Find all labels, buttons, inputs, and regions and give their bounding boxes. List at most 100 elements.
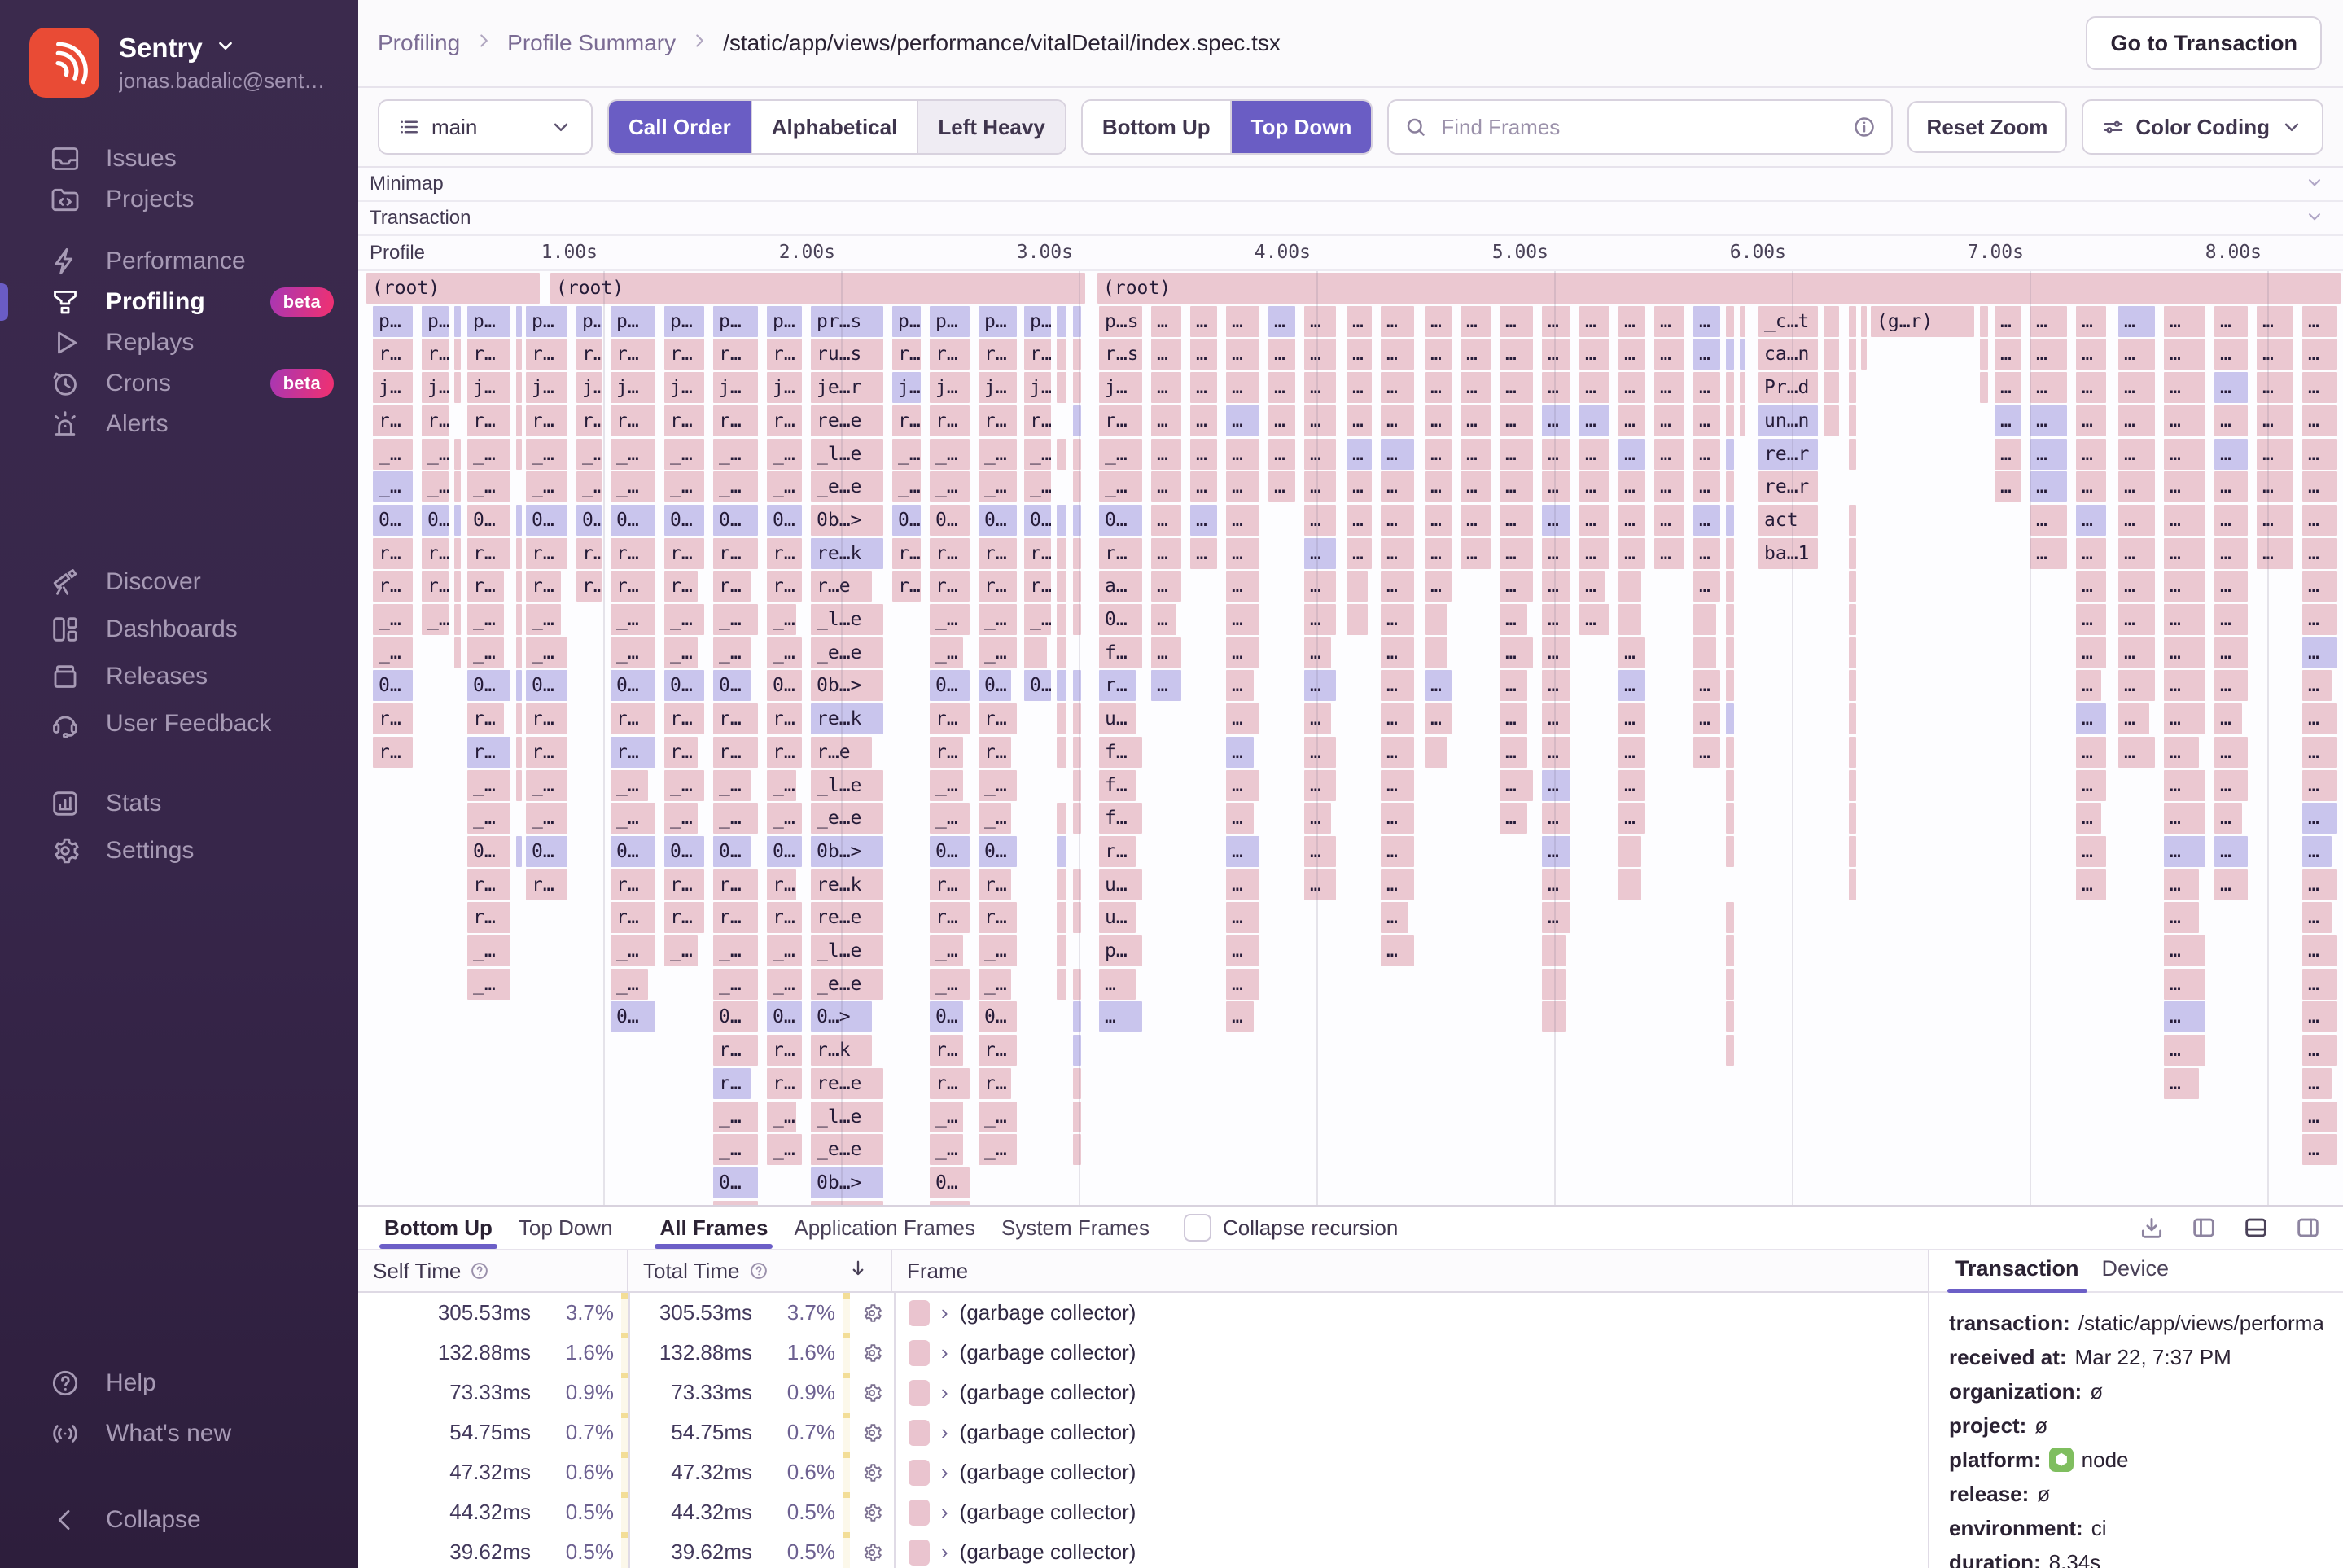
flame-frame[interactable]: r… (930, 1067, 970, 1099)
flame-frame[interactable]: r… (713, 1200, 758, 1205)
flame-frame[interactable]: … (2164, 1035, 2205, 1067)
flame-frame[interactable]: r… (892, 537, 921, 569)
flame-frame[interactable]: … (1226, 835, 1259, 867)
flame-frame[interactable]: _… (930, 968, 970, 1000)
flame-frame[interactable]: … (1151, 339, 1181, 370)
flame-frame[interactable]: … (2164, 1067, 2199, 1099)
flame-frame[interactable]: … (2164, 703, 2205, 735)
flame-frame[interactable]: … (1226, 670, 1254, 702)
flame-frame[interactable]: j… (611, 372, 655, 404)
flame-frame[interactable]: … (1618, 339, 1645, 370)
sidebar-item-projects[interactable]: Projects (0, 179, 358, 220)
flame-frame[interactable]: … (1347, 405, 1372, 436)
flame-frame[interactable]: r… (526, 405, 567, 436)
flame-frame[interactable]: … (2076, 670, 2101, 702)
flame-frame[interactable]: … (1500, 438, 1533, 470)
flame-frame[interactable]: … (1425, 339, 1452, 370)
flame-frame[interactable]: … (1347, 438, 1372, 470)
flame-frame[interactable]: … (1461, 504, 1491, 536)
flame-frame[interactable] (516, 670, 522, 702)
minimap-panel-header[interactable]: Minimap (358, 168, 2343, 202)
expand-chevron-icon[interactable]: › (941, 1420, 948, 1444)
flame-frame[interactable]: _… (422, 438, 449, 470)
flame-frame[interactable]: … (1500, 703, 1527, 735)
gear-icon[interactable] (850, 1381, 894, 1405)
flame-frame[interactable]: … (1654, 471, 1684, 503)
flame-frame[interactable]: 0… (1099, 504, 1142, 536)
flame-frame[interactable]: r… (930, 1035, 963, 1067)
flame-frame[interactable]: … (2214, 438, 2248, 470)
flame-frame[interactable]: r… (892, 339, 921, 370)
flame-frame[interactable]: … (2118, 637, 2155, 668)
flame-frame[interactable] (454, 471, 461, 503)
flame-frame[interactable] (1073, 1134, 1081, 1166)
flame-frame[interactable] (1347, 604, 1368, 635)
sidebar-item-alerts[interactable]: Alerts (0, 404, 358, 445)
flame-frame[interactable] (1618, 571, 1641, 602)
flame-frame[interactable]: … (1542, 571, 1570, 602)
flame-frame[interactable]: r… (1099, 405, 1142, 436)
flame-frame[interactable]: … (1995, 405, 2021, 436)
flame-frame[interactable]: … (1618, 537, 1645, 569)
flame-frame[interactable]: … (1425, 703, 1452, 735)
flame-frame[interactable]: … (2076, 769, 2106, 801)
chevron-down-icon[interactable] (2304, 172, 2325, 197)
flame-frame[interactable]: … (2076, 305, 2106, 337)
flame-frame[interactable]: … (1542, 405, 1570, 436)
flame-frame[interactable] (1057, 902, 1066, 934)
flame-frame[interactable]: … (1542, 339, 1570, 370)
flame-frame[interactable] (1726, 835, 1734, 867)
flame-frame[interactable]: … (2302, 968, 2337, 1000)
flame-frame[interactable]: … (1381, 305, 1414, 337)
flame-frame[interactable]: r… (767, 537, 802, 569)
flame-frame[interactable]: … (1542, 504, 1570, 536)
reset-zoom-button[interactable]: Reset Zoom (1907, 101, 2068, 153)
flame-frame[interactable]: _… (979, 935, 1017, 966)
flame-frame[interactable]: r… (1099, 537, 1142, 569)
flame-frame[interactable]: p… (930, 305, 970, 337)
flame-frame[interactable]: u… (1099, 902, 1136, 934)
flame-frame[interactable]: r… (767, 1067, 802, 1099)
flame-frame[interactable]: … (1500, 305, 1533, 337)
flame-frame[interactable]: 0… (526, 670, 567, 702)
flame-frame[interactable]: … (2214, 670, 2248, 702)
flame-frame[interactable] (1425, 604, 1447, 635)
flame-frame[interactable]: r… (664, 571, 698, 602)
flame-frame[interactable]: … (1226, 305, 1259, 337)
flame-frame[interactable] (1542, 968, 1566, 1000)
flame-frame[interactable] (1073, 305, 1081, 337)
flame-frame[interactable]: _… (930, 604, 970, 635)
flame-frame[interactable]: … (1226, 968, 1259, 1000)
thread-selector[interactable]: main (378, 99, 593, 155)
flame-frame[interactable]: … (1425, 405, 1452, 436)
flame-frame[interactable]: … (2118, 703, 2149, 735)
flame-frame[interactable]: … (1995, 305, 2021, 337)
flame-frame[interactable]: … (2164, 1001, 2205, 1033)
flame-frame[interactable]: … (1693, 405, 1720, 436)
total-time-column-header[interactable]: Total Time (628, 1250, 892, 1291)
sidebar-item-stats[interactable]: Stats (0, 780, 358, 827)
flame-frame[interactable] (1849, 869, 1856, 900)
flame-frame[interactable]: … (1226, 339, 1259, 370)
flame-frame[interactable] (1073, 803, 1081, 834)
flame-frame[interactable]: … (2214, 803, 2242, 834)
flame-frame[interactable]: 0… (664, 835, 704, 867)
flame-frame[interactable]: r… (467, 339, 510, 370)
flame-frame[interactable]: 0… (664, 504, 704, 536)
flame-frame[interactable] (516, 339, 522, 370)
flame-frame[interactable]: … (1500, 670, 1527, 702)
flame-frame[interactable] (1073, 902, 1081, 934)
flame-frame[interactable]: … (1618, 405, 1645, 436)
flame-frame[interactable] (454, 537, 461, 569)
flame-frame[interactable]: … (1579, 438, 1609, 470)
flame-frame[interactable]: _… (467, 803, 510, 834)
flame-frame[interactable] (1726, 703, 1734, 735)
flame-frame[interactable]: p… (1024, 305, 1051, 337)
flame-frame[interactable]: … (1151, 637, 1181, 668)
flame-frame[interactable]: u… (1099, 869, 1142, 900)
flame-frame[interactable]: … (1226, 504, 1259, 536)
flame-frame[interactable]: … (1579, 604, 1609, 635)
flame-frame[interactable]: … (1461, 305, 1491, 337)
flame-frame[interactable]: r… (373, 703, 413, 735)
flame-frame[interactable]: … (1542, 438, 1570, 470)
